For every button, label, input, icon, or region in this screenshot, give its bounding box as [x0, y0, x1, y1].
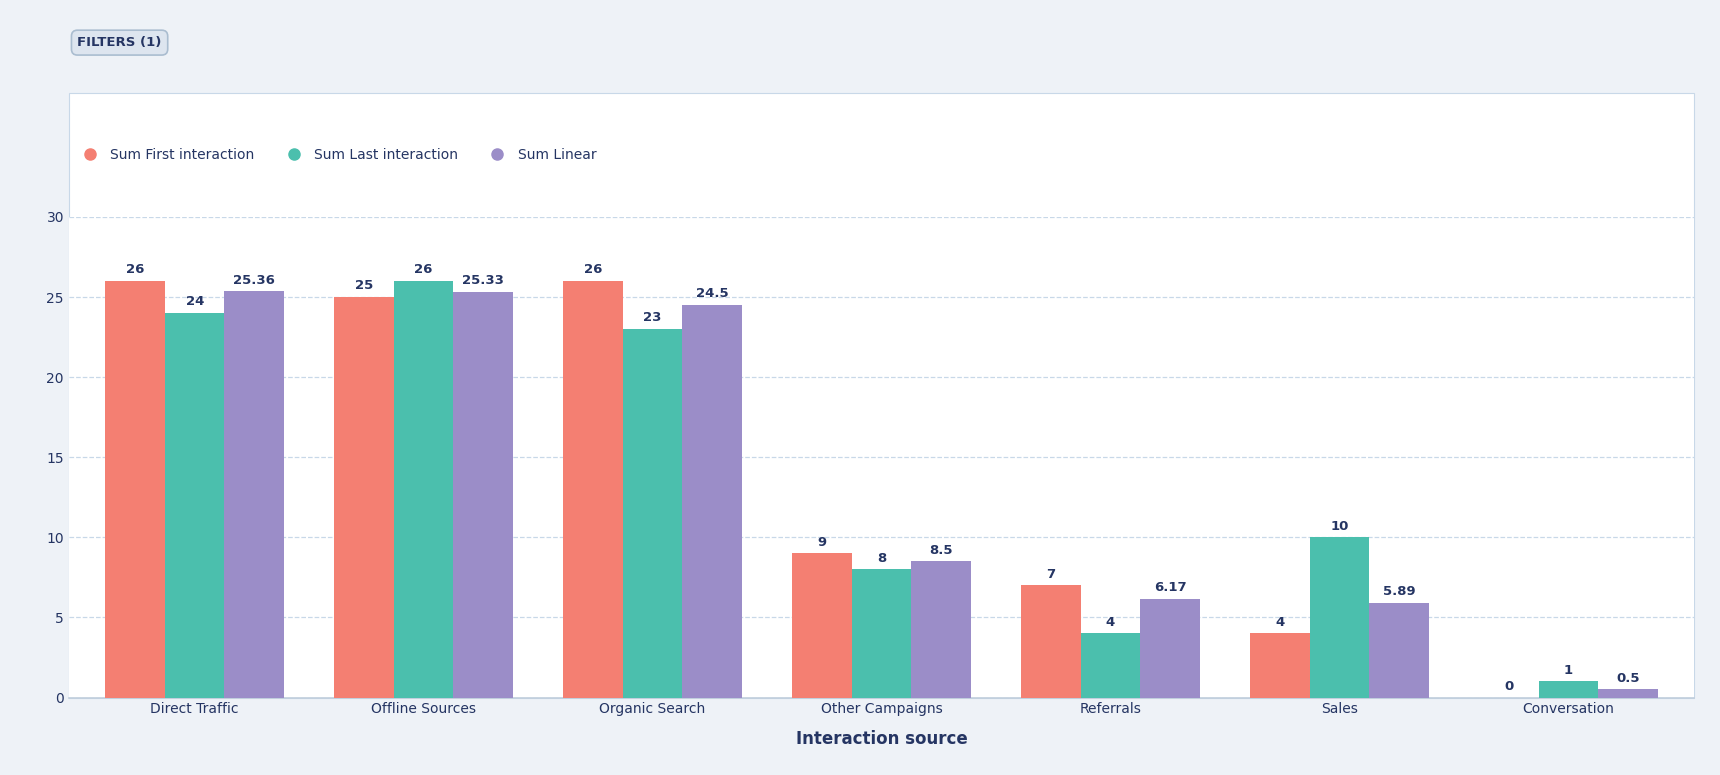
Text: 8: 8: [877, 552, 886, 564]
Text: 26: 26: [415, 264, 433, 276]
Text: 26: 26: [583, 264, 602, 276]
Text: 0.5: 0.5: [1617, 672, 1639, 684]
Bar: [623, 329, 683, 698]
Bar: [1309, 537, 1369, 698]
Text: 0: 0: [1505, 680, 1514, 693]
Bar: [1598, 690, 1658, 698]
Bar: [1080, 633, 1140, 698]
Text: 25: 25: [354, 279, 373, 292]
Bar: [165, 313, 225, 698]
Bar: [1022, 585, 1080, 698]
Bar: [334, 297, 394, 698]
Bar: [912, 561, 970, 698]
Text: 1: 1: [1563, 663, 1572, 677]
Text: 25.33: 25.33: [463, 274, 504, 287]
Text: 4: 4: [1106, 615, 1115, 629]
Text: 24: 24: [186, 295, 205, 308]
Bar: [394, 281, 454, 698]
Text: 24.5: 24.5: [697, 288, 728, 300]
Bar: [105, 281, 165, 698]
Bar: [1538, 681, 1598, 698]
Text: 10: 10: [1330, 519, 1348, 532]
Bar: [683, 305, 741, 698]
Bar: [793, 553, 851, 698]
Text: FILTERS (1): FILTERS (1): [77, 36, 162, 49]
Text: 5.89: 5.89: [1383, 585, 1416, 598]
Text: 23: 23: [643, 312, 662, 324]
Text: 6.17: 6.17: [1154, 581, 1187, 594]
Bar: [851, 570, 912, 698]
Text: 25.36: 25.36: [234, 274, 275, 287]
Legend: Sum First interaction, Sum Last interaction, Sum Linear: Sum First interaction, Sum Last interact…: [76, 148, 597, 162]
Bar: [454, 292, 513, 698]
Bar: [562, 281, 623, 698]
Bar: [1140, 598, 1201, 698]
Bar: [1369, 603, 1429, 698]
Text: 8.5: 8.5: [929, 543, 953, 556]
Bar: [1250, 633, 1309, 698]
Text: 4: 4: [1275, 615, 1285, 629]
Bar: [225, 291, 284, 698]
Text: 9: 9: [817, 536, 827, 549]
Text: 7: 7: [1046, 567, 1056, 580]
X-axis label: Interaction source: Interaction source: [796, 730, 967, 748]
Text: 26: 26: [126, 264, 144, 276]
